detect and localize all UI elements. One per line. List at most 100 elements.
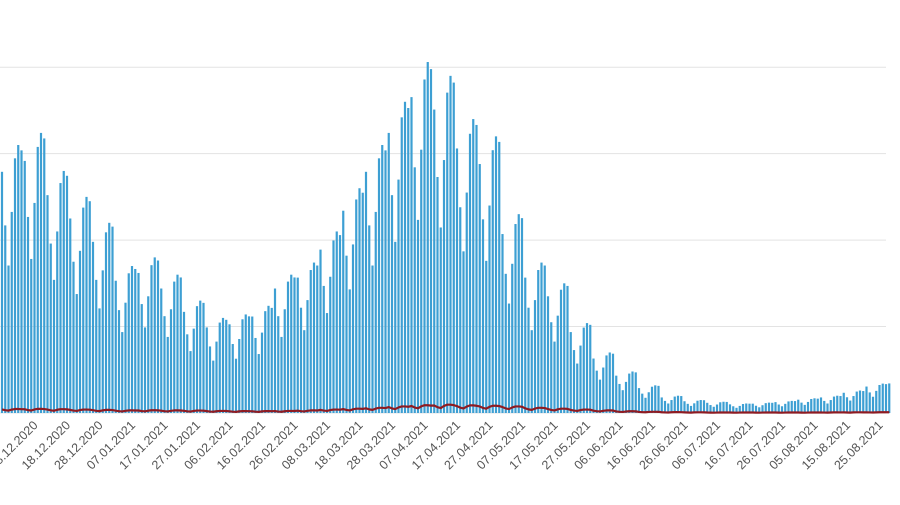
bar xyxy=(511,263,514,413)
bar xyxy=(267,305,270,413)
bar xyxy=(351,244,355,413)
bar xyxy=(884,384,888,413)
bar xyxy=(134,268,137,413)
bar xyxy=(855,391,858,413)
bar xyxy=(361,192,364,413)
bar xyxy=(455,148,459,413)
bar xyxy=(862,391,865,413)
bar xyxy=(192,328,195,413)
bar xyxy=(501,234,504,413)
bar xyxy=(758,407,761,413)
bar xyxy=(228,324,231,413)
bar xyxy=(221,317,225,413)
bar xyxy=(624,381,628,413)
bar xyxy=(530,330,533,413)
bar xyxy=(30,258,33,413)
bar xyxy=(429,69,433,413)
bar xyxy=(452,82,455,414)
bar xyxy=(39,132,43,413)
bar xyxy=(572,350,576,413)
bar xyxy=(767,402,771,413)
bar xyxy=(602,367,605,413)
bar xyxy=(78,250,82,413)
bar xyxy=(579,345,582,413)
bar xyxy=(264,311,267,413)
bar xyxy=(394,241,397,413)
bar xyxy=(75,294,78,413)
bar xyxy=(478,164,481,413)
bar xyxy=(507,303,511,413)
bar xyxy=(407,108,410,414)
bar xyxy=(845,397,849,413)
bar xyxy=(706,402,709,413)
bar xyxy=(85,196,88,413)
bar xyxy=(91,241,95,413)
bar xyxy=(169,309,173,413)
bar xyxy=(569,332,572,413)
bar xyxy=(329,276,332,413)
bar xyxy=(504,273,507,413)
bar xyxy=(410,97,413,413)
bar xyxy=(797,399,800,413)
bar xyxy=(546,296,550,413)
bar xyxy=(234,358,238,413)
bar xyxy=(273,288,277,413)
bar xyxy=(114,280,117,413)
bar xyxy=(702,400,706,413)
bar xyxy=(413,167,416,413)
bar xyxy=(468,133,472,413)
bar xyxy=(400,117,403,413)
bar xyxy=(62,170,65,413)
bar xyxy=(10,211,13,413)
bar xyxy=(173,281,176,413)
bar xyxy=(650,386,654,413)
bar xyxy=(693,403,696,413)
bar xyxy=(680,396,683,413)
bar xyxy=(52,279,56,413)
bar xyxy=(813,398,816,413)
bar xyxy=(65,175,69,413)
bar xyxy=(670,400,673,413)
bar xyxy=(605,355,608,413)
bar xyxy=(494,136,498,413)
bar xyxy=(826,403,829,413)
bar xyxy=(150,265,153,413)
bar xyxy=(598,379,602,413)
bar xyxy=(595,370,598,413)
bar xyxy=(644,397,647,413)
bar xyxy=(374,211,377,413)
bar xyxy=(498,141,501,413)
bar xyxy=(806,401,810,413)
bar xyxy=(212,360,215,413)
bar xyxy=(368,225,371,413)
bar xyxy=(17,145,20,413)
bar xyxy=(790,400,793,413)
bar xyxy=(179,277,182,413)
bar xyxy=(676,395,680,413)
bar xyxy=(111,226,114,413)
bar xyxy=(637,388,641,413)
bar xyxy=(699,400,702,413)
bar xyxy=(751,403,754,413)
bar xyxy=(683,401,686,413)
bar xyxy=(13,158,17,413)
bar xyxy=(215,341,218,413)
bar xyxy=(709,405,712,413)
bar xyxy=(163,316,166,413)
bar xyxy=(787,401,790,413)
bar xyxy=(615,375,618,413)
bar xyxy=(101,270,104,413)
bar xyxy=(858,390,862,413)
bar xyxy=(667,403,670,413)
bar xyxy=(657,385,660,413)
line xyxy=(1,403,890,414)
bar xyxy=(182,311,186,413)
bar xyxy=(732,406,735,413)
bar xyxy=(514,224,517,413)
bar xyxy=(59,183,62,413)
bar xyxy=(348,289,351,413)
bar xyxy=(72,261,75,413)
bar xyxy=(49,243,52,413)
bar xyxy=(140,304,143,413)
bar xyxy=(832,396,836,413)
